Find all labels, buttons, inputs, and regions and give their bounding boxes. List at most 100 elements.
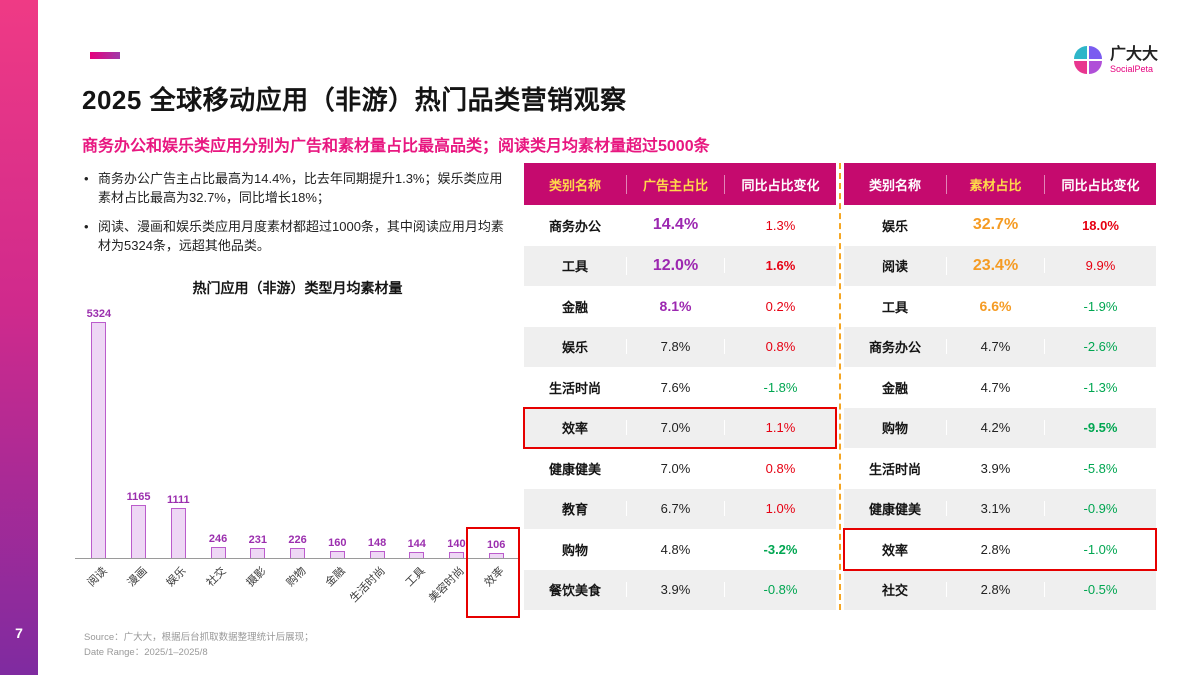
value-cell: 14.4% (626, 216, 724, 235)
bar-value-label: 148 (367, 537, 387, 549)
category-cell: 社交 (881, 583, 908, 599)
table-row: 生活时尚 7.6% -1.8% (524, 367, 836, 408)
value-cell: 2.8% (946, 582, 1044, 598)
category-cell: 金融 (561, 299, 588, 315)
column-header: 广告主占比 (626, 174, 724, 194)
change-cell: 0.8% (724, 460, 836, 476)
table-row: 工具 12.0% 1.6% (524, 245, 836, 286)
table-row: 购物 4.8% -3.2% (524, 529, 836, 570)
bar-column: 246 社交 (198, 308, 238, 589)
table-header-row: 类别名称 广告主占比 同比占比变化 (524, 163, 836, 205)
category-cell: 商务办公 (868, 340, 921, 356)
table-row: 娱乐 7.8% 0.8% (524, 326, 836, 367)
logo: 广大大 SocialPeta (1073, 46, 1158, 74)
page-subtitle: 商务办公和娱乐类应用分别为广告和素材量占比最高品类；阅读类月均素材量超过5000… (82, 138, 710, 155)
category-cell: 健康健美 (868, 502, 921, 518)
change-cell: -1.0% (1044, 541, 1156, 557)
bar-value-label: 1111 (167, 494, 190, 506)
category-cell: 健康健美 (548, 461, 601, 477)
bar-x-label: 社交 (204, 565, 229, 590)
change-cell: 1.3% (724, 217, 836, 233)
change-cell: -0.9% (1044, 501, 1156, 517)
change-cell: 0.2% (724, 298, 836, 314)
bar-column: 1165 漫画 (119, 308, 159, 589)
source-note: Source：广大大，根据后台抓取数据整理统计后展现； (84, 632, 314, 643)
table-row: 商务办公 14.4% 1.3% (524, 205, 836, 246)
bar-x-label: 美容时尚 (427, 565, 468, 605)
bar-column: 140 美容时尚 (427, 308, 477, 605)
value-cell: 3.1% (946, 501, 1044, 517)
change-cell: -1.3% (1044, 379, 1156, 395)
value-cell: 3.9% (946, 460, 1044, 476)
value-cell: 3.9% (626, 582, 724, 598)
bar-column: 144 工具 (397, 308, 437, 589)
bar (409, 552, 425, 558)
table-row-highlighted: 效率 2.8% -1.0% (843, 528, 1157, 571)
bullet-item: 商务办公广告主占比最高为14.4%，比去年同期提升1.3%；娱乐类应用素材占比最… (84, 170, 514, 208)
value-cell: 7.6% (626, 379, 724, 395)
bar-value-label: 140 (447, 538, 466, 550)
change-cell: -0.5% (1044, 582, 1156, 598)
bar-column: 148 生活时尚 (348, 308, 397, 605)
value-cell: 6.7% (626, 501, 724, 517)
bar-x-label: 生活时尚 (348, 565, 388, 605)
bar-column: 1111 娱乐 (158, 308, 198, 589)
table-row: 生活时尚 3.9% -5.8% (844, 448, 1156, 489)
category-cell: 教育 (561, 502, 588, 518)
bar-x-label: 购物 (284, 565, 309, 590)
tables-panel: 类别名称 广告主占比 同比占比变化 商务办公 14.4% 1.3% 工具 12.0% 1.6% 金… (523, 163, 1157, 610)
bar-x-label: 漫画 (125, 565, 150, 590)
change-cell: -9.5% (1044, 420, 1156, 436)
value-cell: 4.8% (626, 541, 724, 557)
table-row: 金融 8.1% 0.2% (524, 286, 836, 327)
value-cell: 4.2% (946, 420, 1044, 436)
column-header: 类别名称 (868, 177, 921, 193)
value-cell: 32.7% (946, 216, 1044, 235)
category-cell: 工具 (881, 299, 908, 315)
value-cell: 7.0% (626, 460, 724, 476)
bar-column: 5324 阅读 (79, 308, 119, 589)
chart-title: 热门应用（非游）类型月均素材量 (192, 280, 403, 296)
chart-plot-area: 5324 阅读 1165 漫画 1111 娱乐 246 社交 231 摄影 226 购物 160 金融 14… (75, 308, 521, 618)
table-row: 娱乐 32.7% 18.0% (844, 205, 1156, 246)
bar-x-label: 工具 (403, 565, 428, 590)
bar-column: 226 购物 (278, 308, 318, 589)
category-cell: 工具 (561, 259, 588, 275)
table-row-highlighted: 效率 7.0% 1.1% (523, 406, 837, 449)
bar-value-label: 226 (288, 534, 307, 546)
bar-value-label: 5324 (86, 308, 112, 320)
footer: Source：广大大，根据后台抓取数据整理统计后展现； Date Range：2… (84, 630, 314, 660)
bar (170, 508, 186, 558)
value-cell: 7.0% (626, 420, 724, 436)
value-cell: 2.8% (946, 541, 1044, 557)
change-cell: 1.6% (724, 258, 836, 274)
logo-quadrant (1088, 61, 1102, 74)
bar (369, 551, 385, 558)
page-number: 7 (15, 625, 23, 641)
bar (250, 548, 266, 558)
sidebar-gradient: 7 (0, 0, 38, 675)
change-cell: -1.9% (1044, 298, 1156, 314)
category-cell: 生活时尚 (548, 380, 601, 396)
bullet-item: 阅读、漫画和娱乐类应用月度素材都超过1000条，其中阅读应用月均素材为5324条… (84, 218, 514, 256)
bar-chart: 热门应用（非游）类型月均素材量 5324 阅读 1165 漫画 1111 娱乐 246 社交 2… (75, 278, 521, 618)
bar-column: 231 摄影 (238, 308, 278, 589)
bar-value-label: 160 (328, 537, 347, 549)
change-cell: 9.9% (1044, 258, 1156, 274)
category-cell: 效率 (561, 421, 588, 437)
bar-column: 106 效率 (466, 308, 521, 618)
bar (488, 553, 504, 558)
logo-quadrant (1073, 46, 1087, 59)
change-cell: -2.6% (1044, 339, 1156, 355)
bar (290, 548, 306, 558)
category-cell: 阅读 (881, 259, 908, 275)
change-cell: 18.0% (1044, 217, 1156, 233)
category-cell: 娱乐 (561, 340, 588, 356)
value-cell: 4.7% (946, 379, 1044, 395)
change-cell: -5.8% (1044, 460, 1156, 476)
category-cell: 生活时尚 (868, 461, 921, 477)
column-header: 类别名称 (548, 177, 601, 193)
logo-quadrant (1088, 46, 1102, 59)
value-cell: 7.8% (626, 339, 724, 355)
